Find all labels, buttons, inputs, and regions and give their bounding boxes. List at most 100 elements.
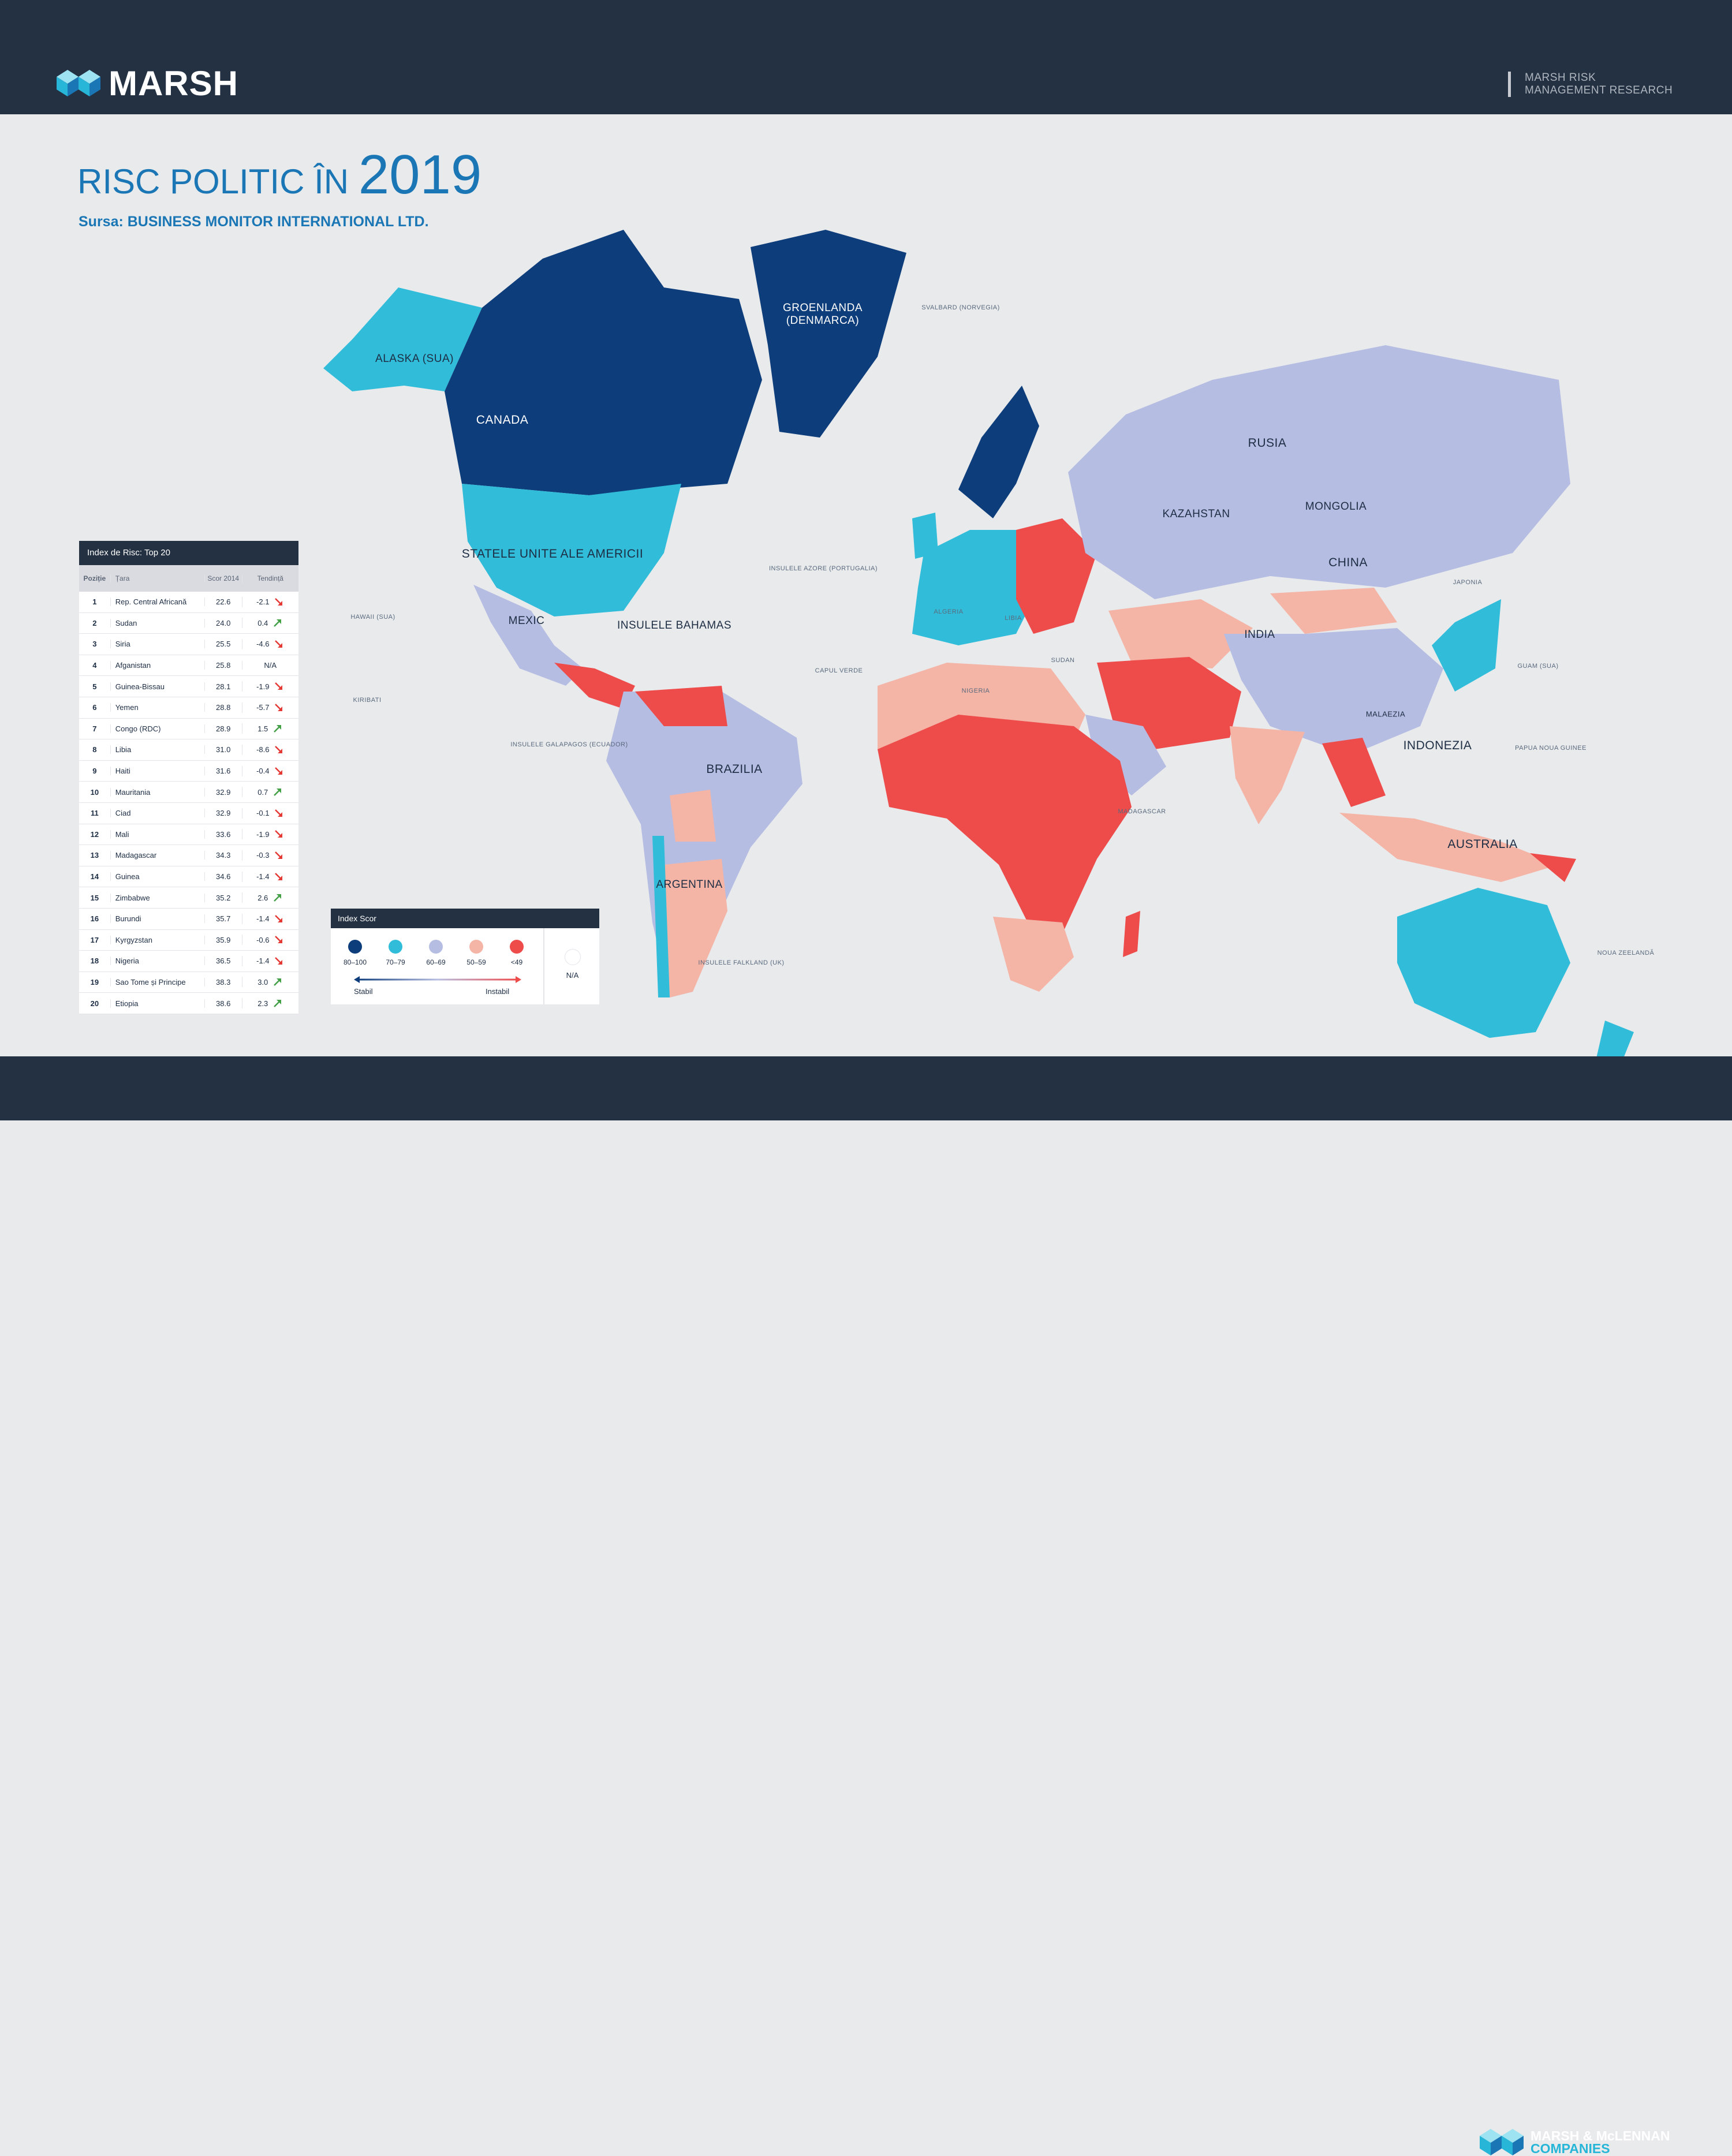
mongolia-region (1270, 588, 1397, 634)
row-trend-value: 2.3 (257, 999, 268, 1008)
row-score: 34.3 (204, 851, 242, 860)
row-country: Guinea-Bissau (110, 682, 204, 691)
table-row: 2 Sudan 24.0 0.4 (79, 613, 298, 634)
row-trend: -5.7 (241, 702, 298, 713)
row-trend-value: -1.9 (256, 682, 270, 691)
label-russia: RUSIA (1248, 436, 1287, 450)
legend-swatch (510, 940, 524, 954)
legend-item: 80–100 (337, 940, 374, 966)
row-country: Rep. Central Africană (110, 597, 204, 607)
row-pos: 17 (90, 935, 99, 944)
label-malaysia: MALAEZIA (1365, 709, 1406, 719)
table-title: Index de Risc: Top 20 (79, 541, 298, 565)
row-trend-value: -1.4 (256, 872, 270, 881)
row-score: 33.6 (204, 829, 242, 839)
table-row: 1 Rep. Central Africană 22.6 -2.1 (79, 592, 298, 613)
row-trend: -0.4 (241, 765, 298, 776)
row-pos: 6 (92, 703, 97, 712)
australia-region (1397, 888, 1570, 1038)
table-row: 5 Guinea-Bissau 28.1 -1.9 (79, 676, 298, 697)
label-argentina: ARGENTINA (656, 879, 723, 891)
row-pos: 4 (92, 661, 97, 670)
legend-item: <49 (498, 940, 535, 966)
row-country: Ciad (110, 809, 204, 818)
trend-down-arrow-icon (275, 809, 283, 817)
mmc-logo: MARSH & McLENNAN COMPANIES (1480, 2129, 1670, 2155)
trend-up-arrow-icon (274, 619, 282, 627)
se-asia-region (1322, 738, 1386, 807)
label-india: INDIA (1244, 629, 1275, 641)
row-trend: -0.1 (241, 808, 298, 819)
row-country: Congo (RDC) (110, 724, 204, 733)
world-map (323, 230, 1634, 1056)
row-score: 32.9 (204, 787, 242, 797)
row-pos: 15 (90, 893, 99, 902)
table-row: 12 Mali 33.6 -1.9 (79, 824, 298, 846)
label-mexico: MEXIC (508, 615, 545, 627)
row-pos: 8 (92, 745, 97, 754)
label-madagascar: MADAGASCAR (1118, 808, 1166, 815)
research-line1: MARSH RISK (1525, 72, 1596, 84)
china-region (1224, 628, 1443, 755)
trend-up-arrow-icon (274, 894, 282, 902)
table-row: 11 Ciad 32.9 -0.1 (79, 803, 298, 824)
marsh-logo: MARSH (57, 64, 238, 103)
trend-down-arrow-icon (275, 851, 283, 859)
label-canada: CANADA (476, 413, 529, 427)
row-pos: 5 (92, 682, 97, 691)
trend-down-arrow-icon (275, 830, 283, 838)
row-pos: 12 (90, 829, 99, 839)
row-country: Sudan (110, 618, 204, 627)
legend-item: 50–59 (458, 940, 495, 966)
row-trend: -8.6 (241, 744, 298, 755)
legend-na-label: N/A (566, 971, 579, 980)
table-row: 15 Zimbabwe 35.2 2.6 (79, 887, 298, 909)
row-trend: 0.7 (241, 787, 298, 798)
label-australia: AUSTRALIA (1447, 838, 1518, 851)
legend-label: 50–59 (466, 958, 486, 966)
mmc-line2: COMPANIES (1531, 2141, 1610, 2156)
row-trend: -0.3 (241, 850, 298, 861)
label-algeria: ALGERIA (934, 608, 964, 615)
arabia-region (1085, 715, 1166, 795)
row-pos: 11 (90, 809, 99, 818)
row-score: 35.2 (204, 893, 242, 902)
table-row: 17 Kyrgyzstan 35.9 -0.6 (79, 930, 298, 951)
row-pos: 2 (92, 618, 97, 627)
legend-item: 70–79 (377, 940, 414, 966)
table-row: 13 Madagascar 34.3 -0.3 (79, 845, 298, 866)
bolivia-region (670, 790, 716, 842)
row-country: Mali (110, 829, 204, 839)
row-score: 31.6 (204, 767, 242, 776)
trend-down-arrow-icon (275, 703, 283, 711)
trend-down-arrow-icon (275, 957, 283, 965)
label-brazil: BRAZILIA (706, 763, 763, 776)
row-score: 35.7 (204, 914, 242, 924)
label-cape-verde: CAPUL VERDE (815, 667, 863, 674)
row-trend: -1.9 (241, 829, 298, 840)
label-falkland: INSULELE FALKLAND (UK) (698, 959, 785, 966)
row-trend: -0.6 (241, 935, 298, 946)
col-trend: Tendință (241, 574, 298, 582)
table-row: 16 Burundi 35.7 -1.4 (79, 909, 298, 930)
risk-index-table: Index de Risc: Top 20 Poziție Țara Scor … (79, 541, 298, 1014)
row-trend: -1.4 (241, 913, 298, 924)
research-label: MARSH RISK MANAGEMENT RESEARCH (1508, 72, 1673, 97)
trend-down-arrow-icon (275, 767, 283, 775)
label-alaska: ALASKA (SUA) (375, 353, 454, 365)
eastern-europe-region (1016, 518, 1097, 634)
row-country: Kyrgyzstan (110, 935, 204, 944)
legend-swatch (348, 940, 362, 954)
row-trend-value: -0.1 (256, 809, 270, 818)
research-line2: MANAGEMENT RESEARCH (1525, 84, 1673, 96)
footer-bar: MARSH & McLENNAN COMPANIES (0, 1056, 1732, 2155)
label-guam: GUAM (SUA) (1517, 663, 1559, 670)
table-row: 6 Yemen 28.8 -5.7 (79, 697, 298, 719)
row-score: 32.9 (204, 809, 242, 818)
source-line: Sursa: BUSINESS MONITOR INTERNATIONAL LT… (79, 214, 429, 230)
madagascar-region (1123, 911, 1140, 957)
row-country: Etiopia (110, 999, 204, 1008)
label-galapagos: INSULELE GALAPAGOS (ECUADOR) (510, 741, 628, 748)
alaska-region (323, 287, 482, 391)
mmc-line1: MARSH & McLENNAN (1531, 2128, 1670, 2143)
